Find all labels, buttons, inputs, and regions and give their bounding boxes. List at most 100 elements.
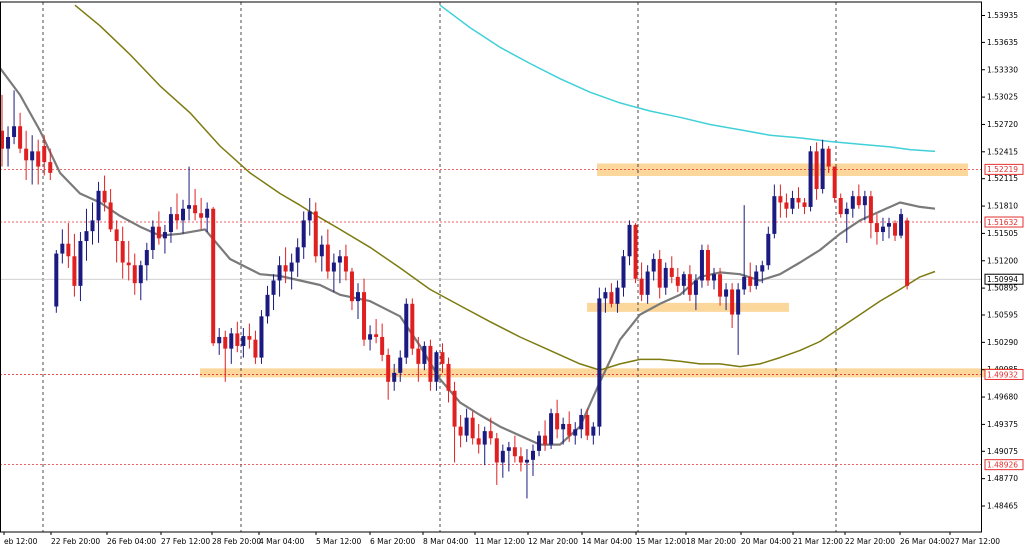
y-tick-label: 1.53935 [987, 11, 1018, 20]
candle-body [657, 258, 662, 288]
candle [609, 283, 614, 308]
candle [603, 287, 608, 313]
candle [199, 197, 204, 230]
plot-frame [0, 1, 982, 533]
x-tick-label: 5 Mar 12:00 [316, 537, 362, 546]
candle [217, 328, 222, 355]
candle [66, 223, 71, 268]
x-tick-label: 22 Feb 20:00 [51, 537, 100, 546]
candle [289, 253, 294, 290]
candle [181, 199, 186, 234]
x-tick-label: 14 Mar 04:00 [582, 537, 632, 546]
candle [380, 323, 385, 362]
candle [802, 197, 807, 215]
candle-body [343, 256, 348, 272]
moving-average-0 [0, 67, 936, 446]
candle-body [844, 208, 849, 215]
candle [319, 235, 324, 272]
candle-body [211, 208, 216, 344]
candle-body [874, 223, 879, 233]
candle-body [886, 223, 891, 227]
x-tick-label: 11 Mar 12:00 [475, 537, 525, 546]
candle-body [718, 274, 723, 297]
candle [416, 336, 421, 382]
candle-body [651, 258, 656, 272]
x-tick-label: 27 Feb 12:00 [161, 537, 210, 546]
candle-body [217, 336, 222, 344]
candle-body [705, 249, 710, 281]
candle-body [512, 447, 517, 457]
candle [138, 260, 143, 301]
candle-body [235, 333, 240, 346]
candle [693, 274, 698, 311]
candle-body [349, 271, 354, 302]
candle [102, 175, 107, 212]
x-tick-label: 27 Mar 12:00 [950, 537, 1000, 546]
candle-body [126, 262, 131, 266]
candle-body [18, 126, 23, 149]
candle-body [356, 292, 361, 302]
candle-body [790, 197, 795, 209]
candle-body [712, 274, 717, 281]
y-tick-label: 1.48465 [987, 502, 1018, 511]
candle [464, 408, 469, 442]
candle-body [374, 334, 379, 337]
candle-body [114, 229, 119, 242]
candle-body [754, 271, 759, 286]
candle [561, 417, 566, 445]
candle [500, 444, 505, 478]
candle [814, 142, 819, 200]
candle [838, 193, 843, 218]
candle-body [524, 459, 529, 463]
candle-body [277, 265, 282, 281]
candle-body [530, 450, 535, 460]
candle-body [72, 256, 77, 286]
candle-body [168, 214, 173, 233]
candle-body [392, 372, 397, 382]
candle-body [633, 224, 638, 279]
candle [398, 350, 403, 382]
candle [530, 444, 535, 476]
candle-body [579, 414, 584, 430]
candle [712, 267, 717, 290]
candle-body [681, 274, 686, 286]
candle [820, 139, 825, 194]
candle [295, 238, 300, 277]
candle-body [760, 265, 765, 272]
candle-body [30, 151, 35, 161]
candle [730, 283, 735, 329]
candle [229, 328, 234, 364]
y-tick-label: 1.49375 [987, 420, 1018, 429]
candle [899, 208, 904, 239]
level-label-box-1 [984, 216, 1024, 228]
candle-body [295, 247, 300, 263]
level-label-2: 1.49932 [987, 370, 1018, 379]
candle [615, 280, 620, 313]
candle [639, 262, 644, 302]
level-label-box-3 [984, 459, 1024, 471]
candle-body [724, 289, 729, 297]
candle [84, 208, 89, 261]
candle [6, 126, 11, 167]
level-label-0: 1.52219 [987, 165, 1018, 174]
candle-body [838, 197, 843, 215]
candle [687, 265, 692, 302]
candle-body [440, 352, 445, 364]
candle-body [772, 196, 777, 234]
candle-body [862, 196, 867, 206]
candle-body [458, 426, 463, 436]
candle [253, 330, 258, 364]
level-label-box-2 [984, 368, 1024, 380]
candle [681, 271, 686, 295]
candle-body [96, 190, 101, 221]
candle-body [6, 137, 11, 149]
candle [506, 441, 511, 472]
candle [428, 339, 433, 391]
candle-body [446, 363, 451, 391]
candle [766, 226, 771, 270]
y-tick-label: 1.52115 [987, 174, 1018, 183]
candle [440, 343, 445, 373]
candle [675, 267, 680, 293]
